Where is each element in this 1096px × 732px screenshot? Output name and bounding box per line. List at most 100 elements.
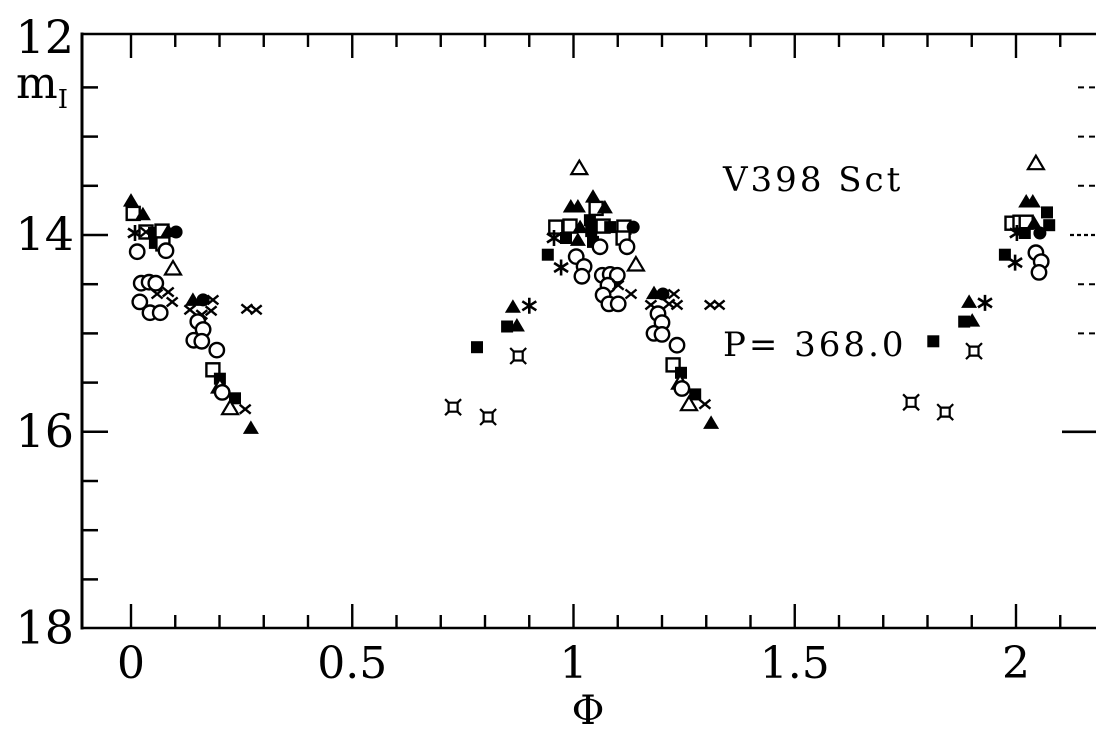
y-axis-label-main: m <box>16 58 58 109</box>
point-filled-triangle <box>184 292 201 306</box>
point-filled-square <box>501 320 514 333</box>
point-filled-triangle <box>504 299 521 313</box>
point-filled-triangle <box>596 199 613 214</box>
x-tick-label: 0.5 <box>317 638 387 689</box>
y-tick-label: 16 <box>15 404 74 458</box>
x-tick-label: 2 <box>1002 638 1030 689</box>
point-cross <box>611 279 625 291</box>
point-open-circle <box>618 238 636 256</box>
point-open-circle <box>208 341 226 359</box>
point-open-circle <box>609 295 627 313</box>
y-tick-label: 12 <box>15 10 74 64</box>
point-filled-triangle <box>703 415 720 429</box>
point-cross <box>183 304 197 316</box>
x-tick-label: 1.5 <box>760 638 830 689</box>
point-cross <box>698 398 712 410</box>
annotation-block: V398 Sct P= 368.0 <box>723 43 907 483</box>
point-filled-square <box>541 248 554 261</box>
point-asterisk <box>546 230 562 246</box>
point-filled-square <box>471 341 483 354</box>
point-cross <box>161 286 175 298</box>
point-open-triangle <box>625 254 646 272</box>
point-filled-square <box>998 248 1011 261</box>
point-open-circle <box>128 243 146 261</box>
y-tick-label: 18 <box>15 601 74 655</box>
point-four-spiked-square <box>936 403 954 421</box>
point-filled-square <box>585 225 598 238</box>
point-open-triangle <box>679 394 699 412</box>
point-filled-square <box>229 392 241 405</box>
point-cross <box>670 299 684 311</box>
point-cross <box>150 288 164 300</box>
point-filled-triangle <box>508 318 525 332</box>
point-open-circle <box>573 267 591 285</box>
point-filled-triangle <box>961 294 978 308</box>
y-axis-label-subscript: I <box>57 84 69 115</box>
y-axis-label: mI <box>16 58 68 115</box>
x-tick-label: 1 <box>560 638 588 689</box>
point-filled-triangle <box>572 219 589 234</box>
point-cross <box>206 294 220 306</box>
point-filled-triangle <box>569 199 586 213</box>
point-open-circle <box>653 325 671 343</box>
point-four-spiked-square <box>444 398 462 416</box>
point-filled-square <box>1018 227 1031 239</box>
point-open-circle <box>131 293 149 311</box>
point-open-circle <box>213 383 231 401</box>
x-tick-label: 0 <box>117 638 145 689</box>
point-open-triangle <box>220 398 241 416</box>
point-asterisk <box>521 297 538 314</box>
point-open-circle <box>668 336 686 354</box>
point-filled-square <box>675 366 687 379</box>
point-filled-square <box>583 214 596 227</box>
point-filled-circle <box>1033 226 1047 240</box>
point-cross <box>204 305 218 317</box>
point-open-circle <box>147 274 165 292</box>
point-open-circle <box>157 242 175 260</box>
point-filled-circle <box>196 293 210 307</box>
point-open-circle <box>608 266 626 284</box>
point-four-spiked-square <box>965 342 983 360</box>
point-filled-square <box>689 388 702 401</box>
point-cross <box>712 299 726 311</box>
point-cross <box>238 403 252 415</box>
star-name-label: V398 Sct <box>723 160 904 200</box>
point-cross <box>667 288 681 300</box>
point-cross <box>249 304 263 316</box>
point-open-circle <box>193 332 211 350</box>
point-asterisk <box>1007 254 1023 271</box>
point-filled-square <box>1041 206 1053 219</box>
point-asterisk <box>977 294 993 311</box>
point-filled-square <box>604 221 617 234</box>
point-filled-circle <box>656 287 670 301</box>
point-cross <box>165 296 179 308</box>
point-open-circle <box>151 304 169 322</box>
point-filled-triangle <box>123 193 139 207</box>
point-open-circle <box>591 238 609 256</box>
point-open-triangle <box>1025 153 1046 171</box>
point-filled-triangle <box>242 420 259 434</box>
point-filled-circle <box>169 225 183 239</box>
point-filled-square <box>560 232 572 244</box>
point-asterisk <box>553 259 569 276</box>
point-open-circle <box>1030 263 1048 281</box>
point-open-square <box>548 219 564 235</box>
point-filled-triangle <box>585 189 601 203</box>
point-filled-triangle <box>1024 194 1041 208</box>
y-tick-label: 14 <box>15 207 74 261</box>
point-open-triangle <box>163 258 183 276</box>
point-cross <box>624 288 638 300</box>
point-four-spiked-square <box>509 347 527 365</box>
point-filled-triangle <box>964 313 981 327</box>
point-open-triangle <box>569 158 590 176</box>
point-filled-square <box>927 335 940 348</box>
point-four-spiked-square <box>479 408 497 426</box>
period-label: P= 368.0 <box>723 325 907 365</box>
x-axis-label: Φ <box>571 688 605 732</box>
point-filled-triangle <box>1026 215 1043 230</box>
point-open-circle <box>673 380 691 397</box>
point-filled-triangle <box>134 206 151 221</box>
point-four-spiked-square <box>902 393 920 412</box>
